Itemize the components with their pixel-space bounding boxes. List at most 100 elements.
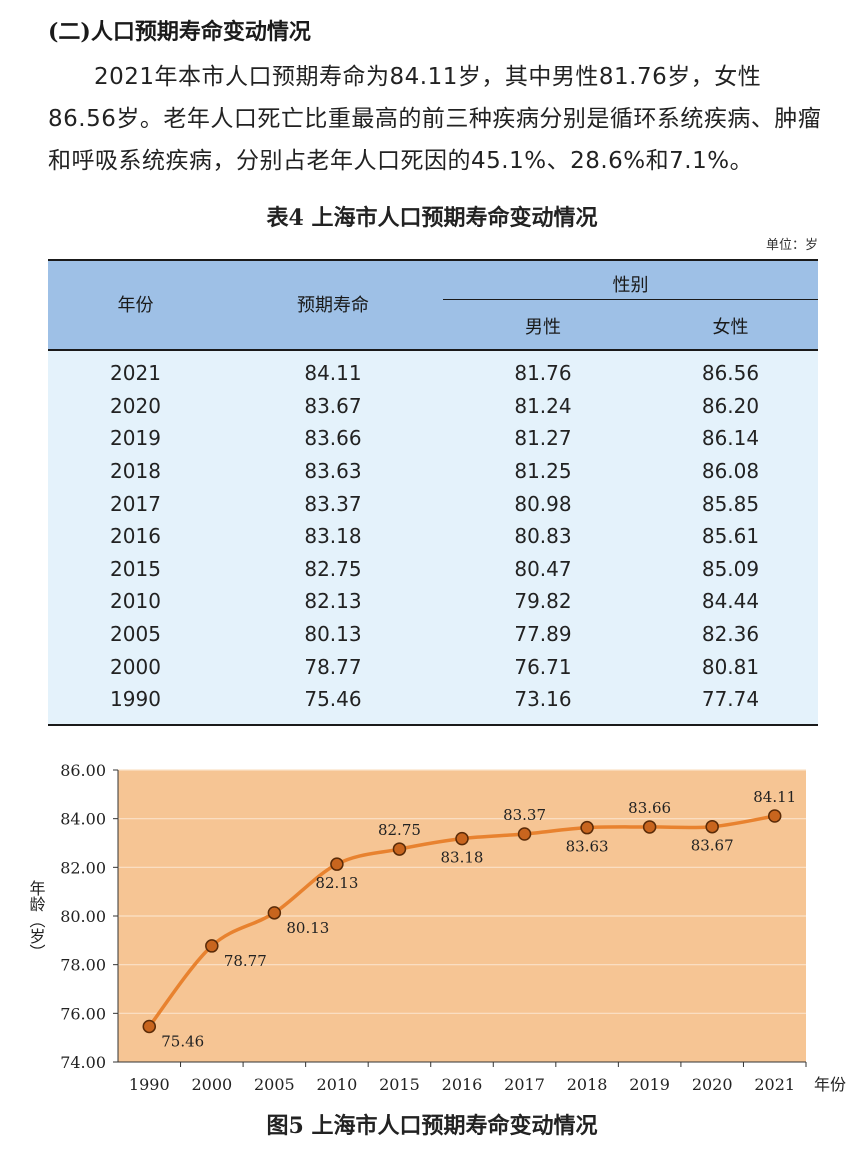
data-point [330, 857, 344, 871]
cell-life: 83.67 [304, 393, 362, 418]
data-point [392, 842, 407, 856]
data-point [580, 820, 594, 835]
header-divider [443, 299, 818, 300]
summary-paragraph: 2021年本市人口预期寿命为84.11岁，其中男性81.76岁，女性86.56岁… [48, 64, 822, 174]
cell-year: 2021 [110, 361, 161, 386]
cell-life: 75.46 [304, 687, 362, 712]
cell-male: 81.76 [514, 361, 572, 386]
life-expectancy-table: 年份 预期寿命 性别 男性 女性 2021 84.11 81.76 86.56 202… [48, 259, 818, 726]
cell-year: 2019 [110, 426, 161, 451]
cell-female: 86.14 [701, 426, 760, 451]
table-row: 2016 83.18 80.83 85.61 [48, 520, 818, 553]
table-header: 年份 预期寿命 性别 男性 女性 [48, 261, 818, 351]
cell-year: 2017 [110, 491, 161, 516]
y-tick-label: 86.00 [60, 761, 106, 780]
data-label: 82.13 [315, 874, 358, 892]
y-tick-label: 84.00 [60, 810, 106, 829]
cell-year: 2015 [110, 556, 161, 581]
x-tick-label: 2017 [504, 1075, 545, 1094]
x-tick-label: 2016 [442, 1075, 483, 1094]
cell-year: 2010 [110, 589, 161, 614]
table-title: 表4 上海市人口预期寿命变动情况 [266, 205, 598, 231]
table-row: 2015 82.75 80.47 85.09 [48, 553, 818, 586]
header-female: 女性 [712, 317, 749, 338]
y-tick-label: 82.00 [60, 858, 106, 877]
cell-female: 84.44 [701, 589, 760, 614]
cell-male: 79.82 [514, 589, 572, 614]
data-point [705, 819, 719, 834]
x-tick-label: 2021 [754, 1075, 795, 1094]
header-male: 男性 [525, 317, 561, 338]
cell-life: 83.18 [304, 524, 362, 549]
table-row: 2000 78.77 76.71 80.81 [48, 650, 818, 683]
x-tick-label: 2019 [629, 1075, 670, 1094]
x-tick-label: 2000 [191, 1075, 232, 1094]
cell-female: 86.20 [701, 393, 760, 418]
table-row: 2018 83.63 81.25 86.08 [48, 455, 818, 488]
y-tick-label: 78.00 [60, 956, 106, 975]
cell-life: 80.13 [304, 622, 362, 647]
cell-year: 2020 [110, 393, 161, 418]
data-label: 82.75 [378, 821, 421, 839]
table-row: 2021 84.11 81.76 86.56 [48, 357, 818, 390]
series-line [147, 814, 776, 1028]
table-unit: 单位：岁 [765, 238, 818, 253]
table-row: 2019 83.66 81.27 86.14 [48, 422, 818, 455]
cell-year: 1990 [110, 687, 161, 712]
y-tick-label: 80.00 [60, 907, 106, 926]
x-tick-label: 2015 [379, 1075, 420, 1094]
x-tick-label: 2018 [567, 1075, 608, 1094]
data-point [267, 906, 282, 920]
cell-male: 80.83 [514, 524, 572, 549]
data-label: 83.18 [441, 849, 484, 867]
data-point [455, 831, 469, 846]
table-body: 2021 84.11 81.76 86.56 2020 83.67 81.24 86.20 … [48, 351, 818, 724]
y-axis-title: 年龄（岁） [27, 880, 46, 960]
cell-male: 77.89 [514, 622, 572, 647]
x-tick-label: 1990 [129, 1075, 170, 1094]
x-tick-label: 2005 [254, 1075, 295, 1094]
data-point [142, 1019, 157, 1034]
cell-female: 85.61 [701, 524, 760, 549]
cell-female: 77.74 [701, 687, 760, 712]
x-tick-label: 2020 [692, 1075, 733, 1094]
table-row: 2020 83.67 81.24 86.20 [48, 390, 818, 423]
cell-male: 73.16 [514, 687, 572, 712]
cell-male: 81.27 [514, 426, 572, 451]
cell-year: 2018 [110, 459, 161, 484]
data-point [767, 809, 782, 823]
table-row: 2010 82.13 79.82 84.44 [48, 585, 818, 618]
cell-life: 82.75 [304, 556, 362, 581]
cell-year: 2016 [110, 524, 161, 549]
data-label: 84.11 [753, 788, 796, 806]
data-point [205, 939, 219, 953]
x-tick-label: 2010 [317, 1075, 358, 1094]
data-label: 78.77 [224, 952, 267, 970]
x-axis-title: 年份 [814, 1075, 846, 1094]
header-gender: 性别 [612, 275, 649, 296]
cell-male: 81.24 [514, 393, 572, 418]
table-row: 1990 75.46 73.16 77.74 [48, 683, 818, 716]
cell-year: 2000 [110, 654, 161, 679]
cell-male: 80.47 [514, 556, 572, 581]
data-label: 80.13 [286, 919, 329, 937]
header-year: 年份 [117, 295, 154, 316]
cell-male: 76.71 [514, 654, 572, 679]
data-label: 75.46 [161, 1032, 204, 1050]
cell-life: 82.13 [304, 589, 362, 614]
y-tick-label: 76.00 [60, 1004, 106, 1023]
cell-life: 83.63 [304, 459, 362, 484]
data-label: 83.63 [566, 838, 609, 856]
cell-female: 85.85 [701, 491, 760, 516]
data-label: 83.37 [503, 806, 546, 824]
y-tick-label: 74.00 [60, 1053, 106, 1072]
cell-female: 86.56 [701, 361, 760, 386]
figure-title: 图5 上海市人口预期寿命变动情况 [266, 1113, 598, 1139]
cell-life: 83.66 [304, 426, 362, 451]
cell-life: 78.77 [304, 654, 362, 679]
cell-life: 83.37 [304, 491, 362, 516]
life-expectancy-chart: 74.00 76.00 78.00 80.00 82.00 84.00 86.00 1990 2… [27, 761, 847, 1094]
table-row: 2017 83.37 80.98 85.85 [48, 487, 818, 520]
section-title: (二)人口预期寿命变动情况 [48, 19, 311, 45]
data-label: 83.67 [691, 837, 734, 855]
